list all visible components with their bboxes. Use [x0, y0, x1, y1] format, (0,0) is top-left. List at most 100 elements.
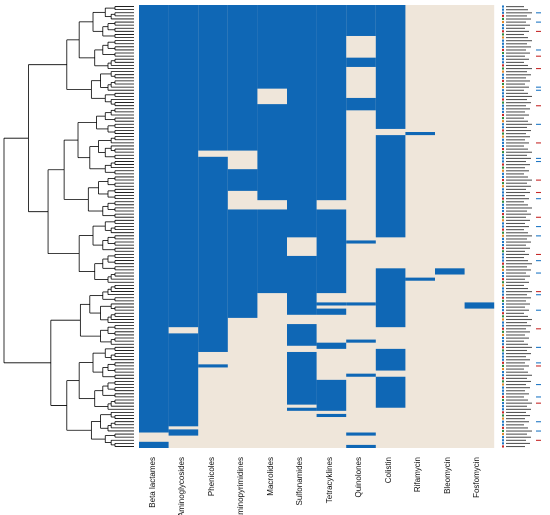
row-label-text	[506, 235, 532, 237]
row-label-text	[506, 315, 528, 317]
row-tag	[502, 129, 504, 132]
column-label: Rifamycin	[413, 457, 422, 492]
row-label-text	[506, 263, 532, 265]
heatmap-cell	[346, 444, 376, 448]
row-label-text	[506, 430, 532, 432]
row-tag	[502, 200, 504, 203]
row-tag	[502, 305, 504, 309]
row-tag	[502, 445, 504, 448]
row-label-text	[506, 411, 526, 413]
row-tag	[502, 420, 504, 423]
row-label-text	[506, 167, 525, 169]
row-tag	[502, 392, 504, 395]
row-label-text	[506, 396, 524, 398]
row-tag	[502, 237, 504, 240]
heatmap-cell	[287, 324, 317, 346]
heatmap-cell	[198, 364, 228, 368]
column-label: aminopyrimidines	[236, 457, 245, 515]
row-label-text	[506, 374, 532, 376]
row-marker	[536, 21, 541, 23]
row-tag	[502, 203, 504, 206]
heatmap-cell	[257, 209, 287, 294]
row-tag	[502, 358, 504, 361]
row-label-text	[506, 198, 529, 200]
row-tag	[502, 380, 504, 383]
row-label-text	[506, 207, 532, 209]
row-marker	[536, 272, 541, 274]
row-tag	[502, 61, 504, 64]
row-tag	[502, 70, 504, 73]
row-marker	[536, 253, 541, 255]
row-label-text	[506, 86, 529, 88]
row-tag	[502, 48, 504, 52]
row-marker	[536, 235, 541, 237]
row-tag	[502, 188, 504, 191]
row-label-text	[506, 179, 532, 181]
row-marker	[536, 328, 541, 330]
row-label-text	[506, 325, 531, 327]
row-tag	[502, 281, 504, 284]
row-label-text	[506, 77, 526, 79]
row-label-text	[506, 123, 532, 125]
row-label-text	[506, 46, 531, 48]
heatmap-cell	[375, 376, 406, 408]
row-label-text	[506, 272, 526, 274]
column-label: Macrolides	[266, 457, 275, 496]
heatmap-cell	[346, 97, 376, 111]
row-tag	[502, 343, 504, 346]
row-tag	[502, 8, 504, 11]
row-label-text	[506, 368, 524, 370]
row-marker	[536, 105, 541, 107]
row-label-text	[506, 95, 532, 97]
row-label-text	[506, 405, 527, 407]
heatmap-cell	[257, 104, 287, 201]
row-label-text	[506, 322, 527, 324]
row-label-text	[506, 253, 529, 255]
row-label-text	[506, 188, 526, 190]
row-label-text	[506, 284, 524, 286]
row-tag	[502, 5, 504, 8]
row-label-text	[506, 201, 524, 203]
row-label-text	[506, 343, 528, 345]
row-tag	[502, 302, 504, 306]
row-tag	[502, 315, 504, 318]
row-label-text	[506, 151, 532, 153]
row-label-text	[506, 393, 529, 395]
row-tag	[502, 151, 504, 154]
row-tag	[502, 11, 504, 14]
row-tag	[502, 296, 504, 299]
row-tag	[502, 123, 504, 126]
row-tag	[502, 45, 504, 48]
row-label-text	[506, 226, 529, 228]
row-tag	[502, 113, 504, 117]
row-tag	[502, 172, 504, 175]
row-label-text	[506, 232, 528, 234]
row-tag	[502, 157, 504, 160]
heatmap-cell	[316, 5, 347, 201]
row-tag	[502, 287, 504, 290]
row-label-text	[506, 436, 531, 438]
heatmap-cell	[316, 413, 347, 418]
row-tag	[502, 138, 504, 141]
row-marker	[536, 142, 541, 144]
row-marker	[536, 89, 541, 91]
row-tag	[502, 262, 504, 265]
row-label-text	[506, 387, 530, 389]
row-label-text	[506, 356, 526, 358]
row-label-text	[506, 384, 526, 386]
row-tag	[502, 408, 504, 411]
row-tag	[502, 231, 504, 234]
row-tag	[502, 398, 504, 402]
row-tag	[502, 432, 504, 436]
row-tag	[502, 377, 504, 380]
row-tag	[502, 191, 504, 194]
row-marker	[536, 439, 541, 441]
row-label-text	[506, 204, 528, 206]
heatmap-cell	[346, 302, 376, 306]
row-label-text	[506, 74, 531, 76]
column-label: Phenicoles	[207, 457, 216, 496]
row-label-text	[506, 257, 524, 259]
row-tag	[502, 364, 504, 367]
row-tag	[502, 439, 504, 442]
row-label-text	[506, 306, 525, 308]
